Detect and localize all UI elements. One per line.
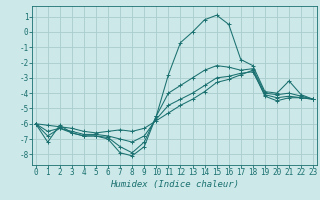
X-axis label: Humidex (Indice chaleur): Humidex (Indice chaleur) (110, 180, 239, 189)
